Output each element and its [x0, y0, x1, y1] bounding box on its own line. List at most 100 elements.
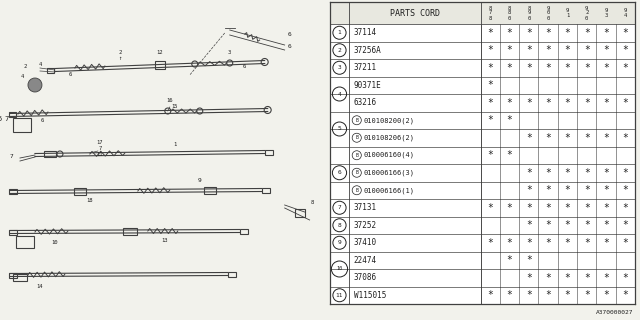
Text: 11: 11	[336, 293, 343, 298]
Text: *: *	[564, 28, 570, 38]
Text: *: *	[603, 290, 609, 300]
Text: *: *	[507, 203, 513, 213]
Text: 3: 3	[228, 50, 231, 54]
Text: 6: 6	[288, 44, 292, 50]
Text: *: *	[622, 290, 628, 300]
Bar	[240, 228, 248, 234]
Text: *: *	[622, 45, 628, 55]
Text: B: B	[355, 188, 358, 193]
Text: B: B	[355, 170, 358, 175]
Text: *: *	[584, 28, 589, 38]
Text: *: *	[564, 273, 570, 283]
Text: 14: 14	[36, 284, 44, 290]
Text: *: *	[564, 203, 570, 213]
Text: *: *	[487, 115, 493, 125]
Text: *: *	[526, 133, 532, 143]
Text: *: *	[603, 203, 609, 213]
Text: 4: 4	[20, 75, 24, 79]
Bar	[44, 151, 56, 157]
Text: 6: 6	[288, 33, 292, 37]
Text: *: *	[564, 220, 570, 230]
Text: 8
9
0: 8 9 0	[527, 5, 531, 20]
Text: 9
2
0: 9 2 0	[585, 5, 588, 20]
Text: *: *	[564, 238, 570, 248]
Text: 10: 10	[52, 239, 58, 244]
Text: 9
1: 9 1	[566, 8, 569, 18]
Text: 9
0
0: 9 0 0	[547, 5, 550, 20]
Text: *: *	[603, 220, 609, 230]
Text: *: *	[584, 203, 589, 213]
Text: 6: 6	[68, 71, 72, 76]
Bar	[330, 94, 635, 111]
Text: *: *	[584, 45, 589, 55]
Bar	[9, 188, 17, 194]
Text: 010108200(2): 010108200(2)	[364, 117, 415, 124]
Text: B: B	[355, 153, 358, 158]
Text: 010006166(3): 010006166(3)	[364, 170, 415, 176]
Text: *: *	[603, 238, 609, 248]
Text: *: *	[526, 238, 532, 248]
Text: 9
4: 9 4	[623, 8, 627, 18]
Bar	[330, 252, 635, 269]
Text: 22474: 22474	[354, 256, 377, 265]
Text: B: B	[355, 118, 358, 123]
Text: 1: 1	[173, 142, 177, 148]
Text: 63216: 63216	[354, 98, 377, 107]
Text: *: *	[526, 185, 532, 195]
Bar	[294, 209, 305, 217]
Text: *: *	[545, 185, 551, 195]
Bar	[228, 271, 236, 276]
Text: *: *	[603, 28, 609, 38]
Text: 9
3: 9 3	[604, 8, 607, 18]
Text: *: *	[584, 63, 589, 73]
Bar	[330, 2, 635, 24]
Text: *: *	[526, 255, 532, 265]
Text: *: *	[603, 45, 609, 55]
Bar	[330, 269, 635, 286]
Text: *: *	[526, 273, 532, 283]
Text: *: *	[622, 203, 628, 213]
Text: *: *	[603, 168, 609, 178]
Bar	[330, 111, 635, 129]
Bar	[330, 181, 635, 199]
Text: PARTS CORD: PARTS CORD	[390, 9, 440, 18]
Text: *: *	[526, 290, 532, 300]
Text: *: *	[564, 98, 570, 108]
Bar	[330, 217, 635, 234]
Text: *: *	[545, 238, 551, 248]
Text: *: *	[526, 220, 532, 230]
Text: ↑: ↑	[118, 55, 122, 60]
Text: 90371E: 90371E	[354, 81, 381, 90]
Text: *: *	[622, 133, 628, 143]
Text: *: *	[507, 255, 513, 265]
Text: *: *	[526, 45, 532, 55]
Text: *: *	[603, 185, 609, 195]
Bar	[330, 199, 635, 217]
Text: *: *	[622, 273, 628, 283]
Bar	[330, 76, 635, 94]
Text: 37256A: 37256A	[354, 46, 381, 55]
Text: *: *	[603, 133, 609, 143]
Circle shape	[28, 78, 42, 92]
Text: 2: 2	[118, 50, 122, 54]
Text: *: *	[526, 168, 532, 178]
Text: 010006160(4): 010006160(4)	[364, 152, 415, 158]
Bar	[13, 274, 27, 281]
Text: 9: 9	[198, 178, 202, 182]
Text: *: *	[487, 98, 493, 108]
Text: 010006166(1): 010006166(1)	[364, 187, 415, 194]
Text: *: *	[507, 290, 513, 300]
Text: 4: 4	[338, 92, 341, 97]
Bar	[330, 129, 635, 147]
Bar	[330, 147, 635, 164]
Text: A370000027: A370000027	[595, 310, 633, 315]
Text: *: *	[507, 28, 513, 38]
Bar	[330, 234, 635, 252]
Text: *: *	[487, 80, 493, 90]
Text: *: *	[603, 63, 609, 73]
Bar	[330, 286, 635, 304]
Text: 8
7
8: 8 7 8	[488, 5, 492, 20]
Text: *: *	[584, 238, 589, 248]
Bar	[330, 24, 635, 42]
Text: *: *	[564, 168, 570, 178]
